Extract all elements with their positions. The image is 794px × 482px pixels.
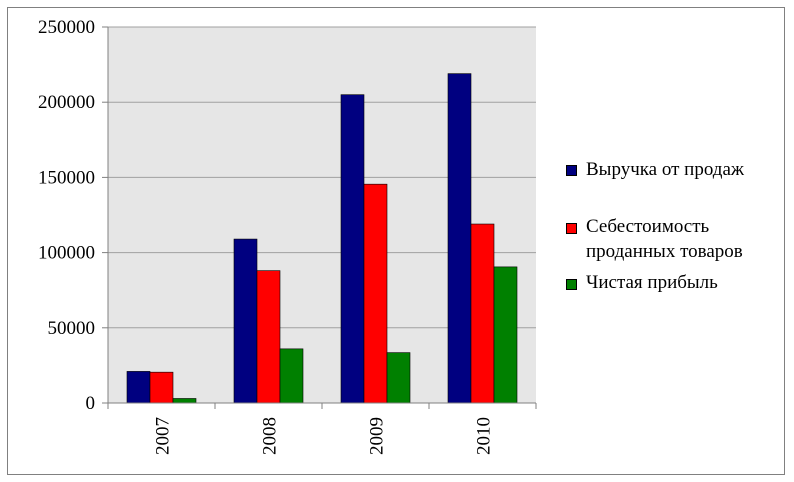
chart-frame [7, 7, 785, 475]
bar-2010-series-1 [470, 223, 495, 404]
y-tick-label: 50000 [48, 318, 96, 339]
bar-2008-series-1 [256, 270, 281, 404]
bar-2007-series-1 [149, 371, 174, 404]
bar-2008-series-2 [279, 348, 304, 404]
legend-swatch-revenue [566, 165, 577, 176]
y-tick-label: 150000 [38, 167, 95, 188]
x-tick-label: 2010 [474, 417, 495, 455]
bar-2009-series-0 [340, 94, 365, 404]
y-tick-label: 0 [86, 393, 96, 414]
bar-2008-series-0 [233, 238, 258, 404]
legend-label-profit: Чистая прибыль [586, 272, 718, 293]
legend-swatch-cost [566, 223, 577, 234]
bar-2007-series-0 [126, 371, 151, 404]
y-tick-label: 100000 [38, 243, 95, 264]
axes [102, 26, 537, 409]
x-tick-label: 2009 [367, 417, 388, 455]
legend-label-cost-line-2: проданных товаров [586, 241, 743, 262]
x-tick-labels: 2007 2008 2009 2010 [153, 417, 495, 455]
bar-2010-series-0 [447, 73, 472, 404]
y-tick-label: 200000 [38, 92, 95, 113]
x-tick-label: 2007 [153, 417, 174, 455]
bar-2009-series-2 [386, 352, 411, 404]
bar-2007-series-2 [172, 398, 197, 404]
legend-label-cost-line-1: Себестоимость [586, 216, 710, 237]
y-tick-label: 250000 [38, 17, 95, 38]
bar-2010-series-2 [493, 266, 518, 404]
bar-2009-series-1 [363, 183, 388, 404]
legend-swatch-profit [566, 279, 577, 290]
y-tick-labels: 0 50000 100000 150000 200000 250000 [38, 17, 95, 414]
legend-label-revenue: Выручка от продаж [586, 159, 745, 180]
x-tick-label: 2008 [260, 417, 281, 455]
